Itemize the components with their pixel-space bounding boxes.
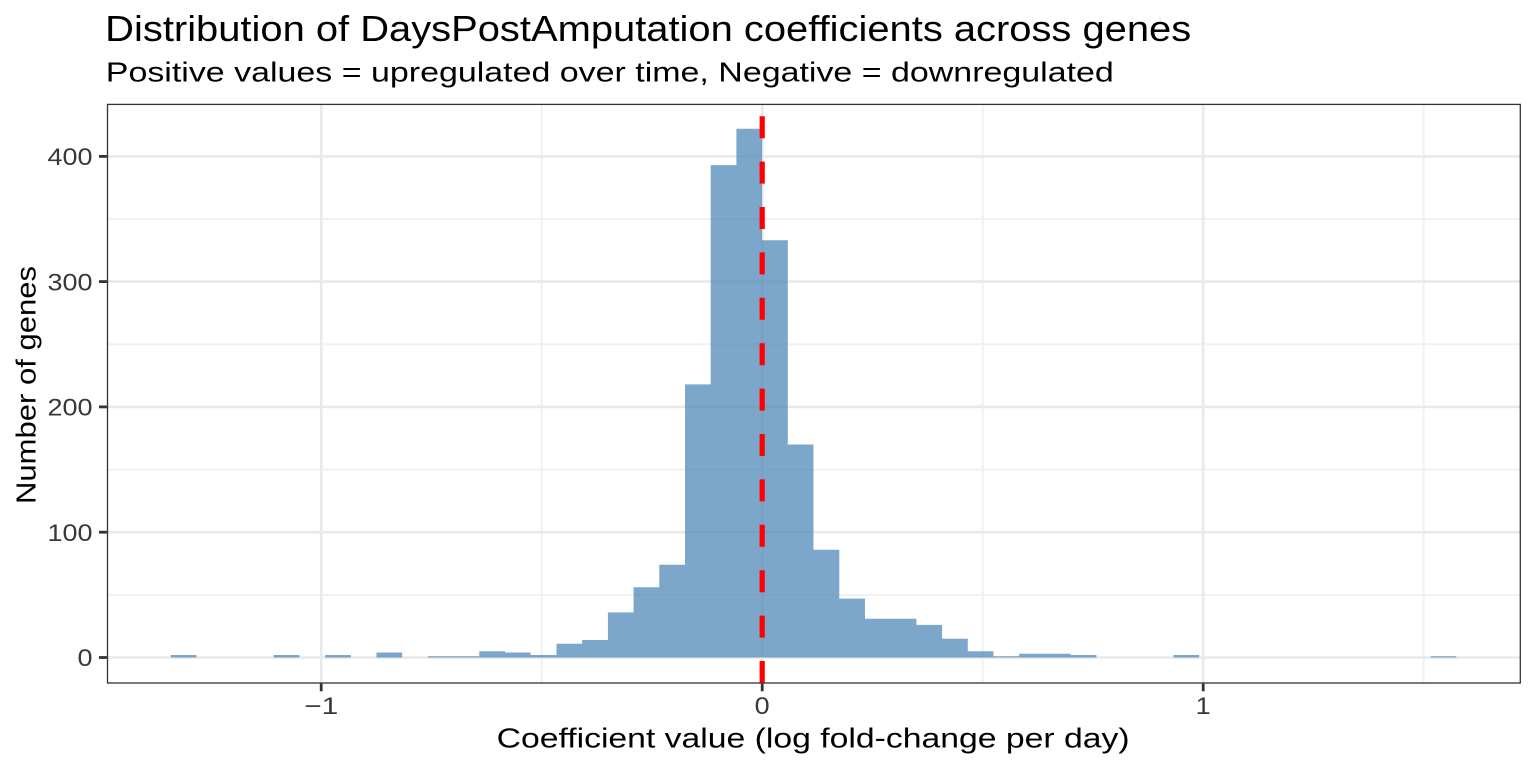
svg-text:Distribution of DaysPostAmputa: Distribution of DaysPostAmputation coeff…: [105, 8, 1191, 49]
svg-text:100: 100: [48, 520, 93, 547]
svg-text:1: 1: [1196, 693, 1211, 720]
svg-text:Number of genes: Number of genes: [10, 266, 41, 504]
svg-text:−1: −1: [304, 693, 338, 720]
svg-text:400: 400: [48, 144, 93, 171]
svg-text:200: 200: [48, 395, 93, 422]
svg-text:0: 0: [755, 693, 770, 720]
svg-text:300: 300: [48, 269, 93, 296]
svg-text:Coefficient value (log fold-ch: Coefficient value (log fold-change per d…: [497, 723, 1130, 754]
svg-text:0: 0: [78, 645, 93, 672]
svg-text:Positive values = upregulated: Positive values = upregulated over time,…: [106, 57, 1114, 88]
